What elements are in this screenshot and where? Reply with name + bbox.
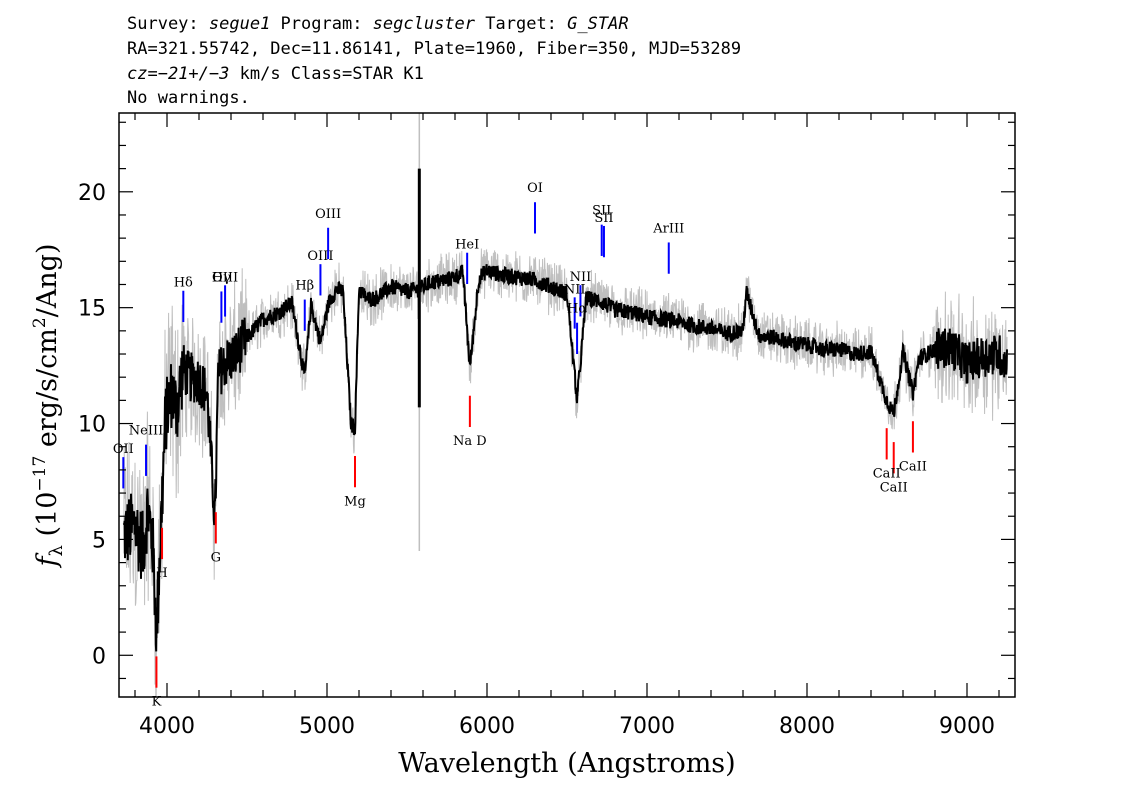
absorption-line-label: Na D <box>453 434 487 449</box>
emission-line-label: Hγ <box>212 270 231 285</box>
y-tick-label: 0 <box>92 644 106 669</box>
header-text-run: km/s Class=STAR K1 <box>229 64 423 84</box>
header-text-run: G_STAR <box>567 14 628 34</box>
absorption-line-label: CaII <box>880 480 908 495</box>
x-tick-label: 7000 <box>619 714 675 739</box>
x-tick-label: 9000 <box>939 714 995 739</box>
emission-line-label: OIII <box>212 270 238 285</box>
x-tick-label: 8000 <box>779 714 835 739</box>
y-tick-label: 10 <box>78 413 106 438</box>
header-text-run: cz= <box>127 64 158 84</box>
y-tick-label: 15 <box>78 297 106 322</box>
emission-line-label: ArIII <box>652 221 684 236</box>
plot-frame <box>118 112 1016 698</box>
emission-line-label: OI <box>527 181 543 196</box>
emission-line-label: NeIII <box>129 424 163 439</box>
header-text-run: segcluster <box>373 14 476 34</box>
emission-line-label: Hβ <box>295 279 314 294</box>
x-axis-label: Wavelength (Angstroms) <box>398 748 735 779</box>
emission-line-label: OIII <box>307 249 333 264</box>
emission-line-label: HeI <box>455 238 479 253</box>
spectral-line-markers <box>122 202 914 688</box>
emission-line-label: NII <box>570 270 592 285</box>
header-line-3: cz=−21+/−3 km/s Class=STAR K1 <box>127 64 424 84</box>
emission-line-label: SII <box>594 211 613 226</box>
spectrum-line <box>122 264 1008 652</box>
header-text-run: Target: <box>475 14 567 34</box>
error-band <box>123 113 1008 697</box>
x-tick-label: 5000 <box>299 714 355 739</box>
ylabel-sub: λ <box>46 545 67 556</box>
ylabel-sup2: 2 <box>30 317 50 328</box>
header-text-run: Program: <box>270 14 372 34</box>
ylabel-post: /Ang) <box>32 244 63 318</box>
absorption-line-label: G <box>211 550 221 565</box>
spectrum-series <box>122 168 1008 652</box>
y-axis-label: fλ (10−17 erg/s/cm2/Ang) <box>30 244 67 569</box>
axis-tick-labels: 4000 5000 6000 7000 8000 9000 0 5 10 15 20 <box>78 181 995 739</box>
absorption-line-label: H <box>156 566 167 581</box>
emission-line-label: SII <box>592 204 611 219</box>
header-line-2: RA=321.55742, Dec=11.86141, Plate=1960, … <box>127 39 741 59</box>
x-tick-label: 6000 <box>459 714 515 739</box>
absorption-line-label: K <box>152 695 162 710</box>
axis-ticks <box>119 113 1015 697</box>
y-tick-label: 5 <box>92 528 106 553</box>
emission-line-label: Hα <box>567 302 587 317</box>
header-text-run: −21+/−3 <box>158 64 230 84</box>
absorption-line-label: Mg <box>344 494 366 509</box>
absorption-line-label: CaII <box>873 466 901 481</box>
absorption-line-label: CaII <box>899 460 927 475</box>
header-text-run: segue1 <box>209 14 270 34</box>
emission-line-label: NII <box>564 282 586 297</box>
x-tick-label: 4000 <box>139 714 195 739</box>
emission-line-label: Hδ <box>174 276 193 291</box>
ylabel-pre: (10 <box>32 492 63 545</box>
header-text-run: Survey: <box>127 14 209 34</box>
y-tick-label: 20 <box>78 181 106 206</box>
header-line-4: No warnings. <box>127 88 250 108</box>
emission-line-label: OIII <box>315 207 341 222</box>
header-line-1: Survey: segue1 Program: segcluster Targe… <box>127 14 629 34</box>
emission-line-label: OII <box>113 442 134 457</box>
ylabel-mid: erg/s/cm <box>32 328 63 456</box>
ylabel-sup1: −17 <box>30 456 50 492</box>
